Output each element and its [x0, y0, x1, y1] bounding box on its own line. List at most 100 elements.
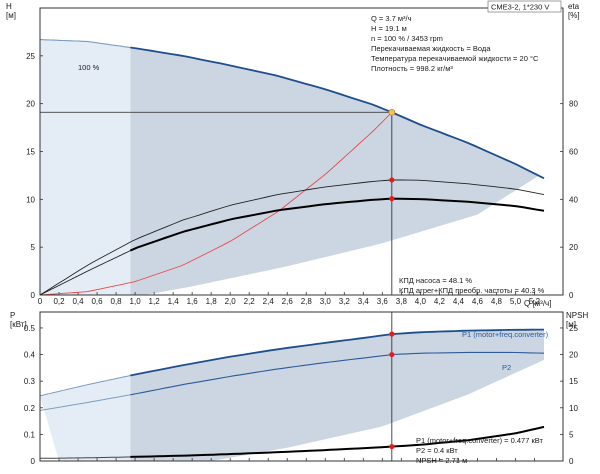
head-curve-extended	[40, 39, 131, 49]
npsh-curve	[130, 425, 545, 458]
power-npsh-chart: 0 0.1 0.2 0.3 0.4 0.5 0 5 10 15 20 25 P [кВт] NPSH …	[10, 311, 588, 466]
x-tick-label: 4,2	[434, 297, 446, 306]
flow-axis-label: Q [м³/ч]	[524, 299, 551, 308]
x-tick-label: 0,4	[72, 297, 84, 306]
power-tick-label: 0.5	[24, 324, 36, 333]
x-tick-label: 4,8	[491, 297, 503, 306]
npsh-tick-label: 20	[569, 351, 578, 360]
x-tick-label: 3,4	[358, 297, 370, 306]
pump-efficiency-marker	[389, 177, 395, 183]
npsh-tick-label: 15	[569, 377, 578, 386]
power-tick-label: 0.4	[24, 351, 36, 360]
p2-curve	[130, 351, 545, 396]
x-tick-label: 2,8	[301, 297, 313, 306]
head-efficiency-chart: 0 0,2 0,4 0,6 0,8 1,0 1,2 1,4 1,6 1,8 2,0 2,2 2,4 2,6…	[6, 0, 580, 308]
eta-tick-label: 80	[569, 100, 578, 109]
lower-curves	[39, 312, 545, 461]
eta-axis-name: eta	[568, 2, 580, 11]
p2-series-label: P2	[502, 363, 511, 372]
power-range-area	[130, 329, 545, 461]
total-efficiency-marker	[389, 196, 395, 202]
power-axis-unit: [кВт]	[10, 320, 27, 329]
low-flow-area	[40, 39, 131, 295]
duty-point-marker	[388, 108, 396, 116]
lower-shaded-areas	[40, 329, 545, 461]
npsh-tick-label: 10	[569, 404, 578, 413]
upper-shaded-areas	[40, 39, 540, 295]
x-tick-label: 4,0	[415, 297, 427, 306]
total-efficiency-curve-extended	[39, 250, 131, 296]
p1-curve-extended	[39, 375, 131, 397]
x-tick-label: 2,0	[225, 297, 237, 306]
p1-value-text: P1 (motor+freq.converter) = 0.477 кВт	[416, 436, 544, 445]
x-tick-label: 1,0	[130, 297, 142, 306]
info-line-temperature: Температура перекачиваемой жидкости = 20…	[371, 54, 539, 63]
x-tick-label: 0	[38, 297, 43, 306]
head-tick-label: 10	[26, 195, 35, 204]
npsh-tick-label: 5	[569, 430, 574, 439]
npsh-tick-label: 0	[569, 457, 574, 466]
p2-value-text: P2 = 0.4 кВт	[416, 446, 458, 455]
p1-series-label: P1 (motor+freq.converter)	[462, 330, 549, 339]
eta-tick-label: 0	[569, 291, 574, 300]
x-tick-label: 0,8	[111, 297, 123, 306]
info-line-density: Плотность = 998.2 кг/м³	[371, 64, 453, 73]
x-tick-label: 1,4	[168, 297, 180, 306]
npsh-tick-label: 25	[569, 324, 578, 333]
head-tick-label: 5	[31, 243, 36, 252]
model-label-box	[487, 0, 562, 13]
eta-tick-label: 40	[569, 195, 578, 204]
power-tick-label: 0	[31, 457, 36, 466]
power-low-flow-area	[40, 375, 131, 461]
x-tick-label: 1,2	[149, 297, 161, 306]
upper-curves	[39, 39, 545, 296]
x-tick-label: 0,2	[53, 297, 65, 306]
speed-label: 100 %	[78, 63, 100, 72]
x-tick-label: 5,2	[529, 297, 541, 306]
p2-duty-marker	[389, 351, 395, 358]
head-axis-unit: [м]	[6, 11, 16, 20]
x-tick-label: 2,4	[263, 297, 275, 306]
model-label: CME3-2, 1*230 V	[491, 3, 549, 12]
npsh-axis-unit: [м]	[566, 320, 576, 329]
npsh-curve-extended	[40, 456, 131, 459]
x-tick-label: 0,6	[91, 297, 103, 306]
info-line-flow: Q = 3.7 м³/ч	[371, 14, 412, 23]
operating-range-area	[130, 47, 540, 295]
x-tick-label: 2,6	[282, 297, 294, 306]
eta-tick-label: 60	[569, 148, 578, 157]
p1-curve	[130, 328, 544, 377]
head-curve	[130, 46, 545, 180]
x-tick-label: 3,6	[377, 297, 389, 306]
x-tick-label: 4,4	[453, 297, 465, 306]
x-tick-label: 4,6	[472, 297, 484, 306]
x-tick-label: 5,0	[510, 297, 522, 306]
duty-info-block: Q = 3.7 м³/ч H = 19.1 м n = 100 % / 3453…	[371, 14, 539, 73]
total-efficiency-curve	[129, 197, 545, 252]
head-tick-label: 0	[31, 291, 36, 300]
x-tick-label: 1,8	[206, 297, 218, 306]
x-tick-label: 2,2	[244, 297, 256, 306]
upper-plot-frame	[39, 7, 564, 296]
lower-plot-frame	[39, 311, 564, 462]
info-line-liquid: Перекачиваемая жидкость = Вода	[371, 44, 491, 53]
npsh-duty-marker	[389, 443, 395, 450]
pump-efficiency-curve	[39, 179, 545, 296]
eta-axis-unit: [%]	[568, 11, 580, 20]
head-tick-label: 25	[26, 52, 35, 61]
total-efficiency-text: КПД агрег+КПД преобр. частоты = 40.3 %	[399, 286, 545, 295]
x-tick-label: 3,8	[396, 297, 408, 306]
x-tick-label: 3,2	[339, 297, 351, 306]
info-line-speed: n = 100 % / 3453 rpm	[371, 34, 443, 43]
power-tick-label: 0.2	[24, 404, 36, 413]
npsh-value-text: NPSH = 2.71 м	[416, 456, 467, 465]
pump-efficiency-text: КПД насоса = 48.1 %	[399, 276, 472, 285]
x-tick-label: 3,0	[320, 297, 332, 306]
x-tick-label: 1,6	[187, 297, 199, 306]
upper-axis-ticks: 0 0,2 0,4 0,6 0,8 1,0 1,2 1,4 1,6 1,8 2,0 2,2 2,4 2,6…	[26, 52, 578, 306]
head-tick-label: 20	[26, 100, 35, 109]
power-tick-label: 0.1	[24, 430, 36, 439]
p1-duty-marker	[389, 331, 395, 337]
power-axis-name: P	[10, 311, 15, 320]
